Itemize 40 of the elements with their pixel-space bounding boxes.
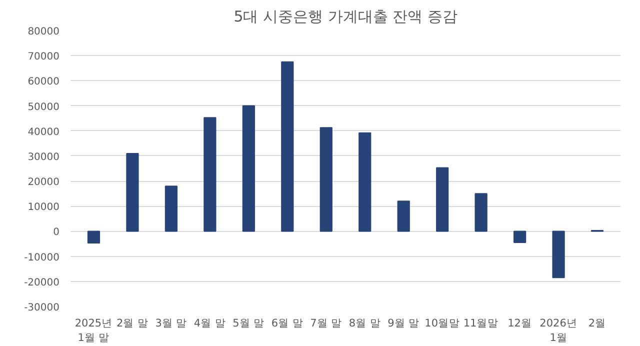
bar	[474, 193, 488, 232]
bar	[397, 200, 410, 232]
bar	[242, 105, 255, 232]
bar	[358, 132, 372, 232]
x-tick-label: 2월	[588, 318, 606, 330]
x-tick-label: 8월 말	[348, 318, 381, 330]
chart-title: 5대 시중은행 가계대출 잔액 증감	[234, 8, 458, 26]
x-tick-label: 6월 말	[271, 318, 304, 330]
x-tick-label: 3월 말	[155, 318, 188, 330]
x-tick-label: 2025년 1월 말	[74, 318, 113, 344]
y-tick-label: 40000	[28, 126, 60, 138]
bar	[164, 186, 178, 232]
bar	[552, 230, 565, 278]
bar	[513, 230, 526, 244]
x-tick-label: 9월 말	[388, 318, 420, 330]
bar	[204, 117, 216, 232]
y-tick-label: 60000	[28, 76, 60, 88]
bar	[87, 230, 100, 244]
y-tick-label: 70000	[28, 52, 60, 63]
y-tick-label: -30000	[24, 302, 60, 314]
y-tick-label: 20000	[28, 177, 60, 188]
bar	[281, 61, 294, 232]
x-tick-label: 10월말	[424, 318, 460, 330]
y-tick-label: 0	[53, 227, 60, 238]
bar	[320, 127, 332, 232]
x-tick-label: 11월말	[463, 318, 499, 330]
y-tick-label: 30000	[28, 152, 60, 163]
y-tick-label: -20000	[24, 277, 60, 288]
x-tick-label: 2026년 1월	[540, 318, 578, 344]
bar	[436, 167, 449, 232]
y-tick-label: 10000	[28, 202, 60, 214]
x-tick-label: 4월 말	[194, 318, 226, 330]
x-tick-label: 2월 말	[116, 318, 148, 330]
x-tick-label: 5월 말	[232, 318, 265, 330]
x-tick-label: 12월	[508, 318, 532, 330]
x-tick-label: 7월 말	[310, 318, 342, 330]
y-tick-label: 80000	[28, 26, 60, 38]
y-tick-label: 50000	[28, 102, 60, 113]
bar	[126, 152, 139, 232]
y-tick-label: -10000	[24, 252, 60, 264]
